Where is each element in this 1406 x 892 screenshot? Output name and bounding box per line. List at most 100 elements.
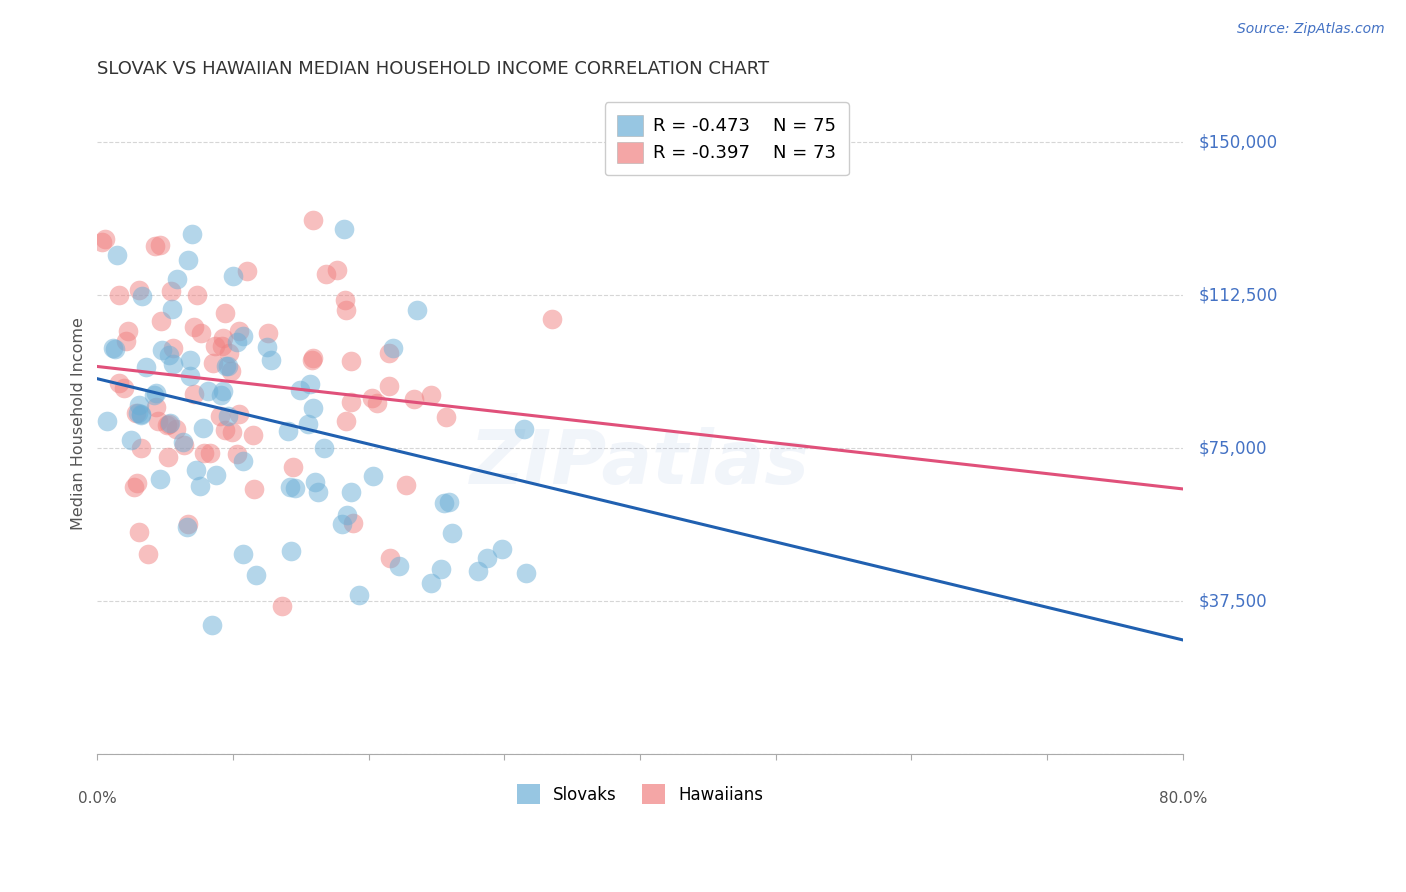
Point (271, 599, 294, 613)
Point (290, 383, 312, 397)
Point (335, 414, 357, 428)
Point (128, 283, 150, 297)
Point (335, 302, 357, 317)
Point (183, 387, 205, 401)
Point (301, 353, 323, 368)
Point (142, 388, 165, 402)
Point (232, 548, 254, 562)
Point (184, 463, 207, 477)
Point (125, 475, 148, 490)
Point (166, 272, 188, 286)
Point (209, 388, 232, 402)
Point (90, 235, 112, 249)
Point (165, 422, 187, 436)
Point (159, 416, 181, 430)
Point (228, 408, 250, 422)
Point (202, 356, 225, 370)
Point (361, 391, 384, 405)
Point (336, 508, 359, 523)
Point (330, 516, 353, 531)
Point (333, 293, 356, 307)
Point (146, 414, 169, 428)
Point (419, 576, 441, 591)
Point (333, 222, 356, 236)
Point (232, 328, 254, 343)
Point (205, 467, 228, 482)
Point (181, 227, 204, 241)
Point (340, 394, 363, 409)
Point (366, 396, 388, 410)
Point (120, 434, 142, 448)
Point (107, 248, 129, 262)
Point (218, 346, 240, 360)
Point (108, 288, 131, 302)
Point (193, 445, 215, 459)
Point (475, 551, 498, 566)
Point (209, 409, 232, 424)
Point (112, 380, 135, 394)
Y-axis label: Median Household Income: Median Household Income (72, 318, 86, 530)
Point (125, 406, 148, 420)
Point (515, 566, 537, 580)
Point (96, 414, 118, 428)
Point (211, 331, 233, 345)
Point (222, 269, 245, 284)
Point (150, 343, 173, 358)
Point (108, 376, 131, 390)
Point (212, 384, 235, 398)
Point (160, 285, 183, 299)
Point (190, 479, 212, 493)
Point (420, 387, 443, 401)
Point (101, 341, 124, 355)
Point (278, 480, 301, 494)
Text: Source: ZipAtlas.com: Source: ZipAtlas.com (1237, 22, 1385, 37)
Point (281, 459, 304, 474)
Point (228, 324, 250, 338)
Point (176, 520, 198, 534)
Point (312, 441, 335, 455)
Text: $150,000: $150,000 (1199, 133, 1278, 151)
Point (128, 398, 150, 412)
Point (127, 406, 149, 420)
Point (214, 306, 236, 320)
Point (162, 341, 184, 355)
Legend: Slovaks, Hawaiians: Slovaks, Hawaiians (508, 776, 772, 812)
Point (378, 550, 401, 565)
Point (256, 340, 278, 354)
Point (232, 454, 254, 468)
Point (157, 417, 180, 431)
Point (242, 427, 264, 442)
Point (157, 450, 180, 465)
Point (129, 442, 152, 456)
Point (283, 481, 305, 495)
Point (145, 385, 167, 400)
Point (430, 562, 453, 576)
Point (340, 484, 363, 499)
Point (245, 567, 267, 582)
Point (177, 516, 200, 531)
Point (173, 438, 195, 452)
Point (404, 392, 426, 406)
Point (225, 447, 247, 461)
Point (226, 335, 249, 350)
Text: $75,000: $75,000 (1199, 439, 1268, 457)
Text: $112,500: $112,500 (1199, 286, 1278, 304)
Point (217, 359, 239, 374)
Point (377, 378, 399, 392)
Point (260, 353, 283, 368)
Point (156, 417, 179, 432)
Point (377, 346, 399, 360)
Point (157, 348, 180, 362)
Point (395, 478, 418, 492)
Point (150, 314, 173, 328)
Point (136, 547, 159, 561)
Point (177, 253, 200, 268)
Text: 0.0%: 0.0% (77, 790, 117, 805)
Point (434, 409, 457, 424)
Point (301, 212, 323, 227)
Point (149, 237, 172, 252)
Point (160, 301, 183, 316)
Point (191, 421, 214, 435)
Point (129, 408, 152, 422)
Point (179, 369, 201, 384)
